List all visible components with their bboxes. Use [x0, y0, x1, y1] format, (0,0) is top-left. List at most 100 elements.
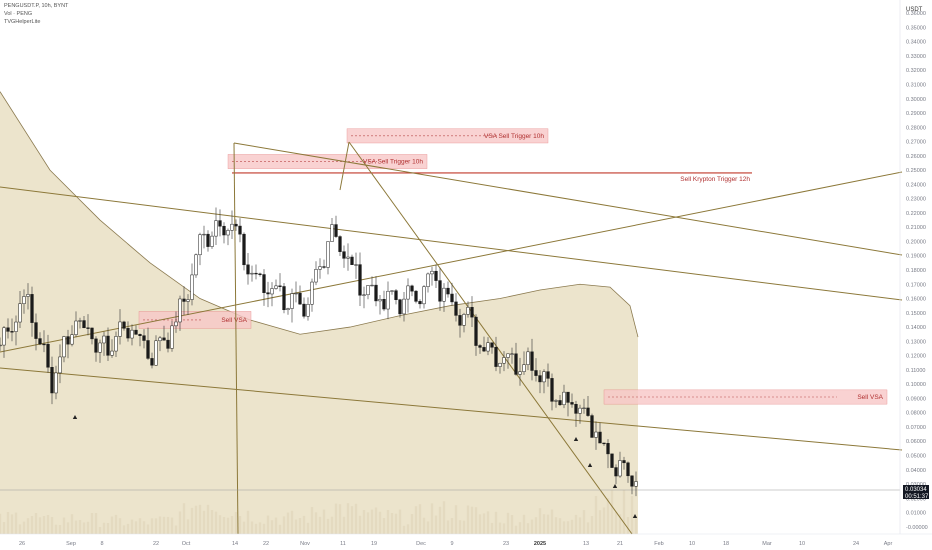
- candle-body: [490, 342, 494, 348]
- time-axis[interactable]: 26 Sep 8 22 Oct 14 22 Nov 11 19 Dec 9 23 2025 13 21 Feb 1…: [0, 533, 932, 547]
- price-tick-label: 0.28000: [906, 125, 926, 131]
- candle-body: [158, 337, 162, 342]
- candle-body: [346, 256, 350, 259]
- candle-body: [154, 340, 158, 366]
- candle-body: [398, 299, 402, 315]
- price-tick-label: 0.29000: [906, 111, 926, 117]
- candle-body: [262, 274, 266, 293]
- price-tick-label: 0.34000: [906, 40, 926, 46]
- price-tick-label: 0.09000: [906, 396, 926, 402]
- candle-body: [522, 364, 526, 372]
- candle-body: [614, 467, 618, 477]
- candle-body: [474, 316, 478, 346]
- candle-body: [194, 254, 198, 276]
- price-tick-label: 0.16000: [906, 297, 926, 303]
- candle-body: [102, 335, 106, 344]
- price-tick-label: 0.23000: [906, 197, 926, 203]
- candle-body: [258, 273, 262, 275]
- candle-body: [242, 233, 246, 266]
- candle-body: [58, 356, 62, 374]
- candle-body: [206, 233, 210, 247]
- candle-body: [222, 225, 226, 236]
- candle-body: [310, 281, 314, 305]
- candle-body: [426, 273, 430, 287]
- candle-body: [266, 292, 270, 295]
- candle-body: [306, 303, 310, 317]
- price-tick-label: 0.17000: [906, 282, 926, 288]
- time-tick-label: 9: [450, 541, 453, 547]
- candle-body: [610, 453, 614, 468]
- time-tick-label: Apr: [884, 541, 893, 547]
- candle-body: [438, 280, 442, 302]
- price-tick-label: 0.35000: [906, 25, 926, 31]
- candle-body: [54, 372, 58, 394]
- price-tick-label: 0.15000: [906, 311, 926, 317]
- candle-body: [378, 298, 382, 302]
- signal-marker: [72, 415, 78, 419]
- ma-band-fill: [0, 91, 638, 535]
- markers-layer: [72, 415, 638, 518]
- signal-marker: [632, 514, 638, 518]
- candle-body: [22, 296, 26, 304]
- candle-body: [442, 287, 446, 302]
- candle-body: [18, 303, 22, 323]
- price-tick-label: 0.19000: [906, 254, 926, 260]
- candle-body: [570, 402, 574, 405]
- candle-body: [318, 266, 322, 270]
- candle-body: [634, 481, 638, 487]
- candle-body: [350, 256, 354, 265]
- candle-body: [106, 335, 110, 356]
- price-tick-label: 0.01000: [906, 511, 926, 517]
- candle-body: [342, 251, 346, 259]
- candle-body: [562, 391, 566, 406]
- price-tick-label: 0.20000: [906, 239, 926, 245]
- price-tick-label: 0.26000: [906, 154, 926, 160]
- candle-body: [114, 336, 118, 352]
- candle-body: [98, 342, 102, 353]
- candle-body: [466, 307, 470, 315]
- price-tick-label: -0.00000: [906, 525, 928, 531]
- price-axis[interactable]: -0.000000.010000.020000.030000.040000.05…: [899, 0, 928, 534]
- candle-body: [502, 357, 506, 364]
- signal-marker: [612, 484, 618, 488]
- time-tick-label: Nov: [300, 541, 310, 547]
- candle-body: [2, 327, 6, 346]
- candle-body: [534, 370, 538, 376]
- price-tick-label: 0.30000: [906, 97, 926, 103]
- candle-body: [126, 328, 130, 339]
- time-tick-label: 10: [689, 541, 695, 547]
- sell-zone: [227, 154, 428, 169]
- time-tick-label: Feb: [654, 541, 663, 547]
- price-tick-label: 0.24000: [906, 182, 926, 188]
- candle-body: [542, 371, 546, 383]
- signal-marker: [587, 463, 593, 467]
- candle-body: [134, 329, 138, 335]
- candle-body: [170, 325, 174, 349]
- candle-body: [370, 284, 374, 287]
- candle-body: [90, 327, 94, 340]
- candle-body: [314, 269, 318, 283]
- time-tick-label: 21: [617, 541, 623, 547]
- candle-body: [298, 292, 302, 305]
- time-tick-label: 11: [340, 541, 346, 547]
- candle-body: [66, 336, 70, 345]
- price-tick-label: 0.06000: [906, 439, 926, 445]
- candle-body: [214, 220, 218, 237]
- candle-body: [50, 367, 54, 394]
- candle-body: [270, 288, 274, 295]
- candle-body: [322, 266, 326, 268]
- trendline: [0, 186, 903, 301]
- ma-band-layer: [0, 91, 639, 535]
- trendline: [233, 142, 239, 535]
- time-tick-label: 10: [799, 541, 805, 547]
- candle-body: [598, 431, 602, 444]
- candle-body: [382, 298, 386, 310]
- price-tick-label: 0.22000: [906, 211, 926, 217]
- candle-body: [618, 460, 622, 477]
- candle-body: [550, 378, 554, 402]
- candle-body: [238, 225, 242, 235]
- trendline: [0, 171, 903, 353]
- candle-body: [414, 290, 418, 302]
